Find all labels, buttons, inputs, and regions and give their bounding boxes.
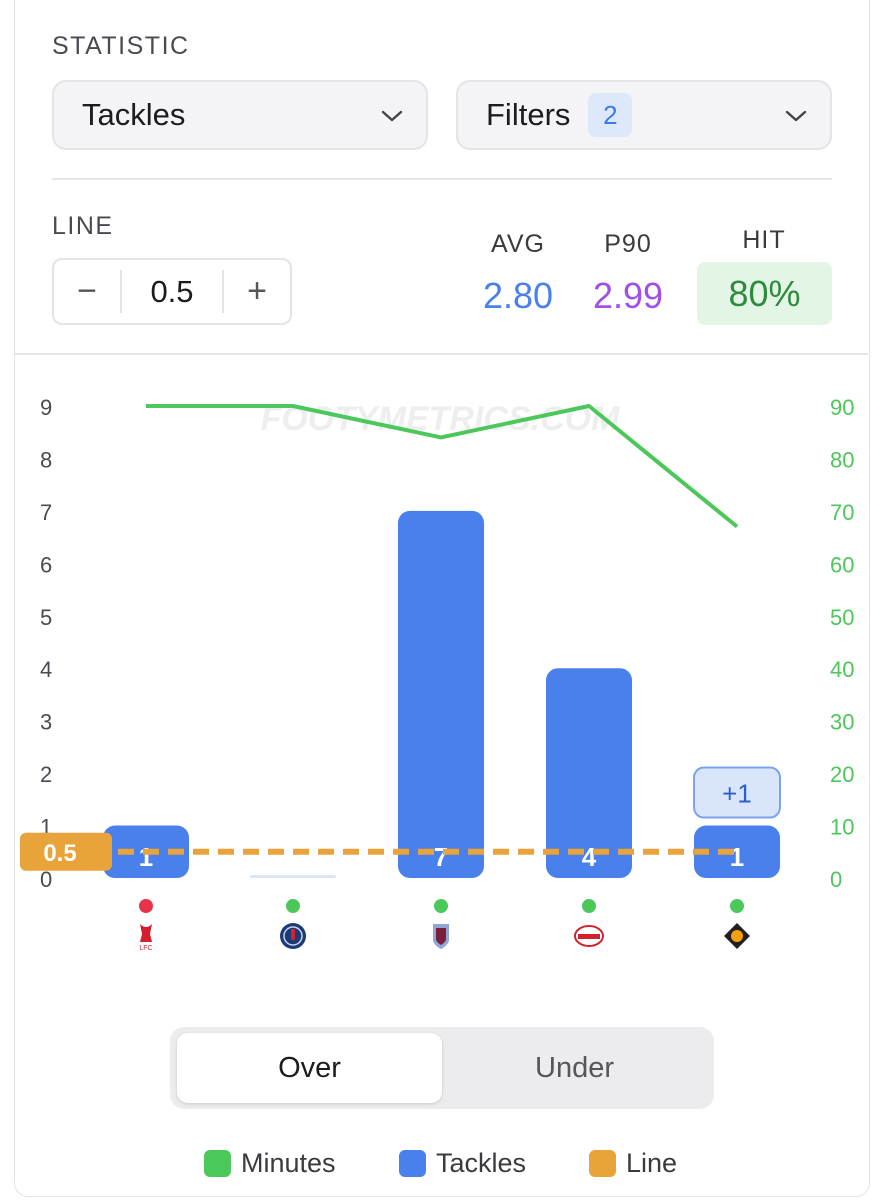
over-option[interactable]: Over — [177, 1033, 442, 1103]
legend-line[interactable]: Line — [589, 1148, 677, 1179]
tackles-value-label: 1 — [139, 842, 153, 872]
right-axis: 0 10 20 30 40 50 60 70 80 90 — [830, 395, 854, 892]
under-option[interactable]: Under — [535, 1051, 614, 1084]
liverpool-crest-icon: LFC — [139, 924, 153, 952]
left-axis-tick: 9 — [40, 395, 52, 420]
legend-minutes-label: Minutes — [241, 1148, 336, 1178]
wolves-crest-icon — [724, 923, 750, 949]
tackles-value-label: 4 — [582, 842, 597, 872]
right-axis-tick: 10 — [830, 815, 854, 840]
p90-label: P90 — [604, 230, 652, 258]
legend-tackles-label: Tackles — [436, 1148, 527, 1178]
result-dot — [286, 899, 300, 913]
left-axis-tick: 5 — [40, 605, 52, 630]
p90-value: 2.99 — [592, 275, 664, 316]
line-swatch — [589, 1150, 616, 1177]
minutes-swatch — [204, 1150, 231, 1177]
over-under-toggle[interactable]: Over Under — [170, 1027, 714, 1109]
filters-count-badge: 2 — [588, 93, 633, 137]
watermark: FOOTYMETRICS.COM — [261, 400, 621, 438]
statistic-select[interactable]: Tackles — [52, 80, 428, 150]
line-value: 0.5 — [120, 270, 224, 313]
hit-label: HIT — [742, 226, 786, 254]
threshold-line: 0.5 — [20, 832, 740, 871]
left-axis-tick: 8 — [40, 447, 52, 472]
right-axis-tick: 80 — [830, 447, 854, 472]
left-axis-tick: 7 — [40, 500, 52, 525]
bars: 1 7 4 1 +1 — [103, 510, 781, 878]
right-axis-tick: 40 — [830, 657, 854, 682]
right-axis-tick: 0 — [830, 867, 842, 892]
avg-value: 2.80 — [482, 275, 554, 316]
left-axis-tick: 4 — [40, 657, 52, 682]
team-logos: LFC — [139, 923, 750, 952]
lfc-text: LFC — [139, 945, 152, 952]
avg-label: AVG — [491, 230, 545, 258]
minutes-line — [146, 404, 739, 529]
legend-minutes[interactable]: Minutes — [204, 1148, 336, 1179]
left-axis-tick: 0 — [40, 867, 52, 892]
section-divider — [52, 178, 832, 180]
threshold-label: 0.5 — [43, 840, 76, 867]
line-decrement-button[interactable]: − — [77, 272, 97, 310]
right-axis-tick: 20 — [830, 762, 854, 787]
result-dot — [434, 899, 448, 913]
left-axis-tick: 2 — [40, 762, 52, 787]
tackles-chart: FOOTYMETRICS.COM 0 1 2 3 4 5 6 7 8 9 0 10 20 30 40 50 6… — [20, 395, 854, 952]
right-axis-tick: 30 — [830, 710, 854, 735]
tackles-value-label: 7 — [434, 842, 448, 872]
psg-crest-icon — [280, 923, 306, 949]
result-dot — [139, 899, 153, 913]
right-axis-tick: 50 — [830, 605, 854, 630]
line-increment-button[interactable]: + — [247, 272, 267, 310]
line-label: LINE — [52, 212, 114, 240]
tackles-bar — [546, 668, 632, 878]
left-axis-tick: 3 — [40, 710, 52, 735]
minutes-series-line — [146, 404, 739, 529]
chevron-down-icon — [381, 110, 403, 122]
right-axis-tick: 60 — [830, 552, 854, 577]
hit-value: 80% — [697, 262, 832, 325]
right-axis-tick: 70 — [830, 500, 854, 525]
threshold-label-box — [20, 832, 112, 871]
right-axis-tick: 90 — [830, 395, 854, 420]
line-stepper[interactable]: − 0.5 + — [52, 258, 292, 325]
tackles-swatch — [399, 1150, 426, 1177]
filters-select[interactable]: Filters 2 — [456, 80, 832, 150]
statistic-label: STATISTIC — [52, 32, 190, 60]
section-divider — [14, 353, 868, 355]
tackles-value-label: 1 — [730, 842, 744, 872]
overflow-badge — [693, 766, 781, 819]
psv-crest-icon — [574, 925, 604, 947]
legend-line-label: Line — [626, 1148, 678, 1178]
chevron-down-icon — [785, 110, 807, 122]
result-dot — [730, 899, 744, 913]
result-dots — [139, 899, 744, 913]
tackles-bar — [694, 825, 780, 878]
overflow-badge-label: +1 — [722, 779, 752, 809]
aston-villa-crest-icon — [433, 924, 449, 949]
tackles-bar — [398, 510, 484, 878]
legend-tackles[interactable]: Tackles — [399, 1148, 526, 1179]
tackles-bar-empty — [250, 875, 336, 878]
left-axis-tick: 6 — [40, 552, 52, 577]
statistic-value: Tackles — [82, 97, 186, 132]
result-dot — [582, 899, 596, 913]
filters-label: Filters — [486, 97, 571, 132]
